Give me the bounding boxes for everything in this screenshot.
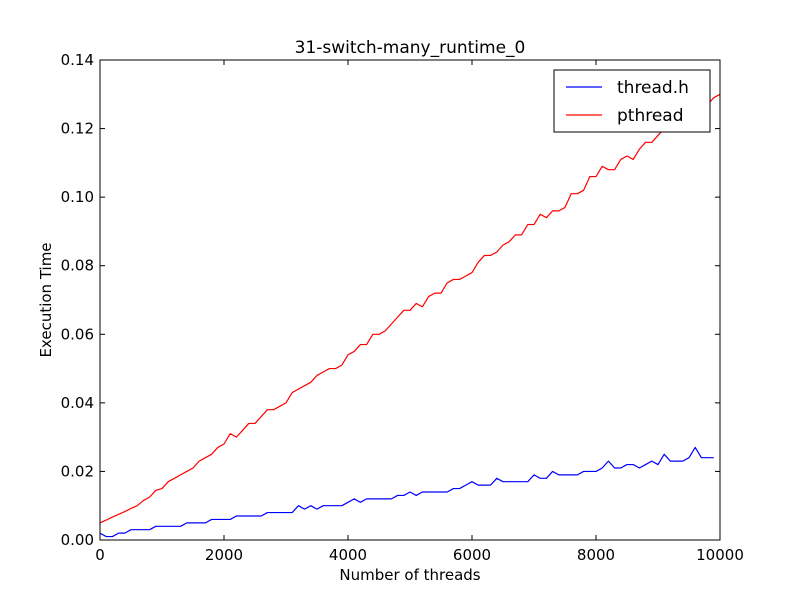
x-tick-label: 4000 — [329, 546, 367, 564]
y-tick-label: 0.14 — [61, 51, 94, 69]
y-tick-label: 0.02 — [61, 462, 94, 480]
series-line-thread-h — [99, 446, 714, 538]
y-tick-label: 0.06 — [61, 325, 94, 343]
plot-area — [100, 60, 720, 540]
tick-layer: 0 2000 4000 6000 8000 10000 0.00 0.02 0.04 0.06 0.… — [61, 51, 744, 564]
y-tick-label: 0.08 — [61, 257, 94, 275]
legend: thread.h pthread — [553, 69, 711, 133]
chart-title: 31-switch-many_runtime_0 — [295, 38, 526, 58]
y-tick-label: 0.12 — [61, 120, 94, 138]
y-tick-label: 0.00 — [61, 531, 94, 549]
series-line-pthread — [99, 93, 721, 524]
plot-frame — [99, 59, 721, 541]
series-layer — [99, 93, 721, 538]
x-tick-label: 0 — [95, 546, 105, 564]
legend-label-thread-h: thread.h — [617, 78, 689, 98]
y-axis-label: Execution Time — [37, 242, 55, 357]
y-tick-label: 0.04 — [61, 394, 94, 412]
x-axis-label: Number of threads — [339, 566, 480, 584]
y-tick-label: 0.10 — [61, 188, 94, 206]
legend-box — [553, 69, 711, 133]
x-tick-label: 6000 — [453, 546, 491, 564]
x-tick-label: 2000 — [205, 546, 243, 564]
legend-label-pthread: pthread — [617, 106, 684, 126]
x-tick-label: 8000 — [577, 546, 615, 564]
x-tick-label: 10000 — [696, 546, 744, 564]
